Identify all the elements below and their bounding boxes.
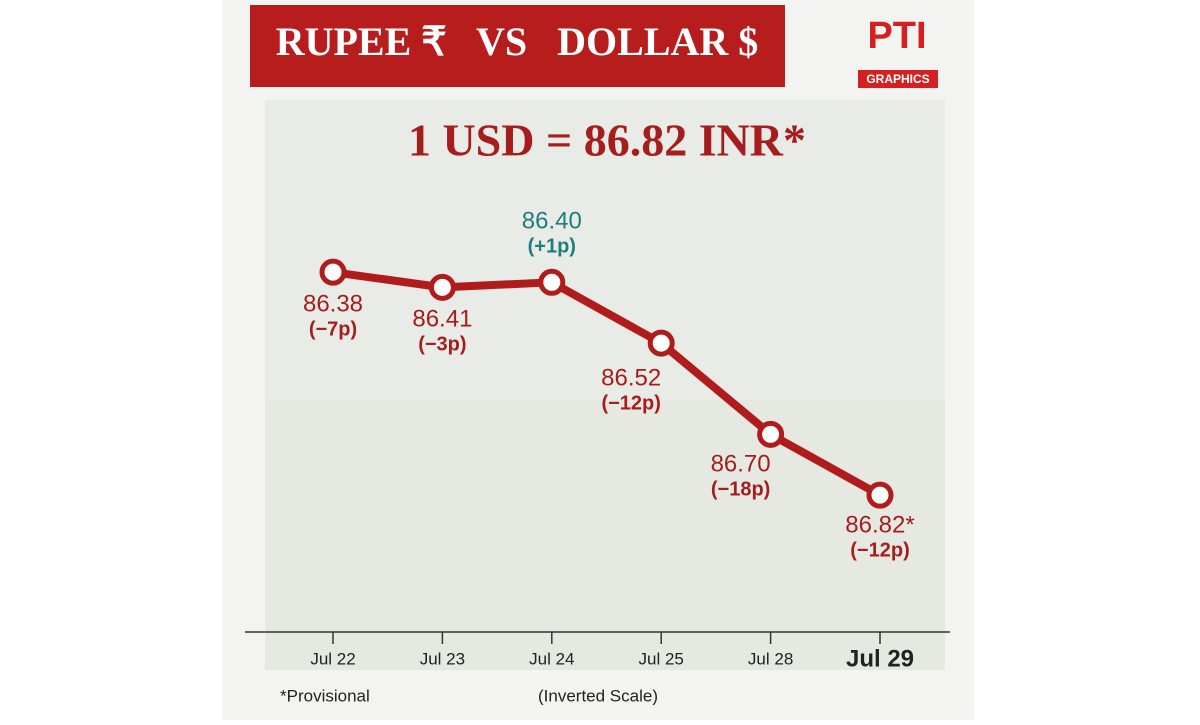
point (866, 481, 894, 509)
x-tick-label: Jul 29 (846, 645, 914, 672)
point (319, 258, 347, 286)
point (428, 273, 456, 301)
point (757, 420, 785, 448)
chart-title: RUPEE ₹ VS DOLLAR $ (276, 19, 759, 64)
x-tick-label: Jul 25 (639, 649, 684, 668)
value-label: 86.38 (303, 291, 363, 318)
brand-sub: GRAPHICS (866, 72, 929, 86)
brand: PTI (867, 15, 926, 57)
line (332, 268, 882, 499)
value-label: 86.41 (412, 306, 472, 333)
value-label: 86.40 (522, 208, 582, 235)
change-label: (−12p) (601, 392, 660, 414)
point (647, 329, 675, 357)
change-label: (−7p) (309, 318, 357, 340)
brand-bar (858, 70, 938, 88)
change-label: (+1p) (528, 236, 576, 258)
scale-note: (Inverted Scale) (538, 686, 658, 705)
point (538, 268, 566, 296)
value-label: 86.82* (845, 512, 914, 539)
watermark (265, 400, 945, 670)
value-label: 86.52 (601, 364, 661, 391)
value-label: 86.70 (711, 451, 771, 478)
change-label: (−18p) (711, 479, 770, 501)
x-tick-label: Jul 23 (420, 649, 465, 668)
x-tick-label: Jul 24 (529, 649, 574, 668)
change-label: (−12p) (850, 539, 909, 561)
change-label: (−3p) (418, 334, 466, 356)
subtitle: 1 USD = 86.82 INR* (408, 115, 806, 166)
title-banner (250, 5, 785, 87)
x-tick-label: Jul 22 (310, 649, 355, 668)
x-tick-label: Jul 28 (748, 649, 793, 668)
watermark (265, 100, 945, 400)
footnote: *Provisional (280, 686, 370, 705)
